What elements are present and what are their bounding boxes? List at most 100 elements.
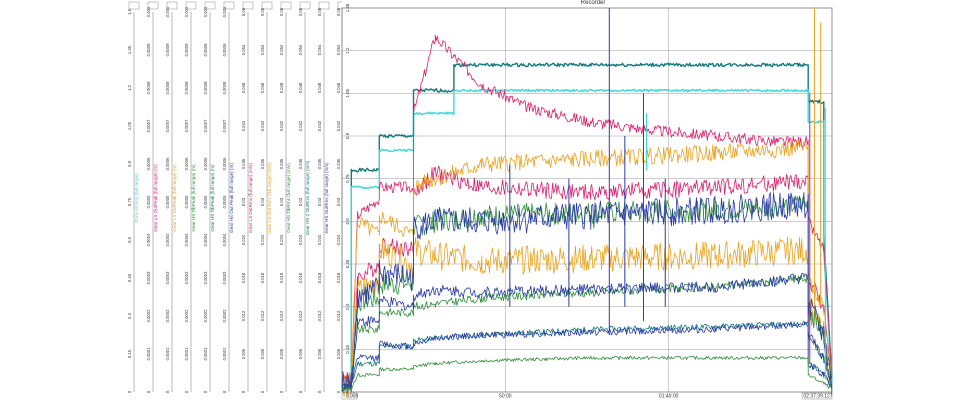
axis-tick-label: 0.0003 [146, 271, 151, 284]
axis-tick-label: 0.0002 [146, 309, 151, 322]
x-tick-label: 0.000 [346, 394, 359, 400]
axis-tick-label: 0 [127, 390, 132, 393]
axis-tick-label: 0.0003 [203, 271, 208, 284]
axis-column-box [128, 1, 140, 10]
axis-tick-label: 0.024 [336, 234, 341, 245]
axis-tick-label: 0.0004 [222, 233, 227, 246]
axis-column-box [337, 1, 342, 10]
axis-tick-label: 0.042 [279, 120, 284, 131]
axis-tick-label: 0.0005 [222, 195, 227, 208]
data-series-line [341, 355, 833, 392]
axis-tick-label: 0.018 [298, 272, 303, 283]
axis-tick-label: 0.0004 [165, 233, 170, 246]
axis-tick-label: 1.5 [127, 8, 132, 14]
axis-tick-label: 0.03 [336, 197, 341, 206]
axis-tick-label: 0.0004 [203, 233, 208, 246]
axis-tick-label: 0 [241, 390, 246, 393]
data-series-line [341, 88, 833, 383]
data-series-line [341, 34, 833, 382]
axis-tick-label: 0.024 [298, 234, 303, 245]
axis-tick-label: 0.042 [336, 120, 341, 131]
axis-tick-label: 0.06 [241, 7, 246, 16]
axis-tick-label: 0.054 [298, 44, 303, 55]
axis-tick-label: 0.3 [127, 312, 132, 318]
axis-tick-label: 0 [317, 390, 322, 393]
axis-tick-label: 0.0007 [146, 119, 151, 132]
axis-tick-label: 0.0009 [203, 43, 208, 56]
axis-tick-label: 0.048 [279, 82, 284, 93]
y-tick-label: 0.45 [345, 259, 350, 268]
x-end-box [801, 392, 833, 400]
axis-tick-label: 0 [279, 390, 284, 393]
axis-tick-label: 0.048 [298, 82, 303, 93]
axis-tick-label: 0.0001 [203, 347, 208, 360]
x-tick-label: 01:40:00 [659, 394, 679, 400]
axis-column-label: Gear HS OutRms (full range) (m/s) [324, 162, 329, 233]
axis-tick-label: 0.0001 [146, 347, 151, 360]
axis-tick-label: 0.0008 [203, 81, 208, 94]
axis-tick-label: 0.048 [317, 82, 322, 93]
axis-tick-label: 0.0004 [146, 233, 151, 246]
axis-tick-label: 0.0002 [184, 309, 189, 322]
axis-tick-label: 0.06 [298, 7, 303, 16]
axis-tick-label: 0.06 [279, 7, 284, 16]
axis-column-label: Gear LS Out Rms (full range) (m/s) [267, 162, 272, 234]
axis-tick-label: 0.0002 [203, 309, 208, 322]
y-tick-label: 1.2 [345, 47, 350, 54]
axis-tick-label: 0.006 [241, 348, 246, 359]
y-tick-label: 0.15 [345, 345, 350, 354]
axis-tick-label: 0.06 [260, 7, 265, 16]
x-start-box [341, 392, 358, 400]
plot-area: 00.150.30.450.60.750.91.051.21.350.000 50… [341, 3, 833, 400]
axis-tick-label: 0.042 [317, 120, 322, 131]
axis-tick-label: 0.048 [336, 82, 341, 93]
axis-tick-label: 0.048 [260, 82, 265, 93]
axis-tick-label: 0.0008 [184, 81, 189, 94]
x-tick-label: 02:37:39.127 [803, 394, 832, 400]
axis-tick-label: 0.012 [260, 310, 265, 321]
axis-tick-label: 0.0003 [222, 271, 227, 284]
axis-column-label: Gear HS TibPeak (full range) (m) [191, 164, 196, 232]
axis-tick-label: 0.036 [241, 158, 246, 169]
axis-tick-label: 0.018 [241, 272, 246, 283]
axis-tick-label: 0 [336, 390, 341, 393]
axis-tick-label: 0.15 [127, 349, 132, 358]
data-series-line [341, 273, 833, 392]
axis-tick-label: 0.03 [260, 197, 265, 206]
axis-tick-label: 0.006 [336, 348, 341, 359]
axis-tick-label: 0.0007 [203, 119, 208, 132]
axis-tick-label: 0.054 [241, 44, 246, 55]
axis-tick-label: 0.024 [279, 234, 284, 245]
axis-tick-label: 0.001 [222, 6, 227, 17]
axis-column-label: Gear HS TibRms (full range) (m/s) [286, 163, 291, 233]
axis-tick-label: 0.0009 [165, 43, 170, 56]
axis-tick-label: 1.05 [127, 121, 132, 130]
axis-tick-label: 0.018 [336, 272, 341, 283]
axis-column-label: Gear LS DutRms (full range) (m/s) [248, 163, 253, 233]
axis-tick-label: 0.018 [279, 272, 284, 283]
axis-tick-label: 0.024 [241, 234, 246, 245]
axis-tick-label: 0 [260, 390, 265, 393]
axis-column-label: Gear LS OutPeak (full range) (m) [153, 164, 158, 232]
axis-tick-label: 0.036 [298, 158, 303, 169]
data-series-line [341, 62, 833, 380]
axis-tick-label: 0 [222, 390, 227, 393]
axis-column-label: Gear HS Out Peak (full range) (m) [229, 163, 234, 233]
axis-tick-label: 0.042 [241, 120, 246, 131]
data-series-line [341, 321, 833, 390]
axis-column-box [185, 1, 197, 10]
axis-column-box [166, 1, 178, 10]
axis-tick-label: 0 [203, 390, 208, 393]
data-series-line [341, 236, 833, 398]
axis-tick-label: 0.0005 [165, 195, 170, 208]
axis-tick-label: 0.006 [279, 348, 284, 359]
axis-column-box [223, 1, 235, 10]
axis-tick-label: 0.012 [317, 310, 322, 321]
axis-tick-label: 0.0001 [184, 347, 189, 360]
axis-tick-label: 0.6 [127, 236, 132, 242]
axis-tick-label: 0.9 [127, 160, 132, 166]
data-series-line [341, 192, 833, 387]
axis-tick-label: 0.0004 [184, 233, 189, 246]
axis-tick-label: 0.0005 [203, 195, 208, 208]
axis-tick-label: 0.0009 [222, 43, 227, 56]
